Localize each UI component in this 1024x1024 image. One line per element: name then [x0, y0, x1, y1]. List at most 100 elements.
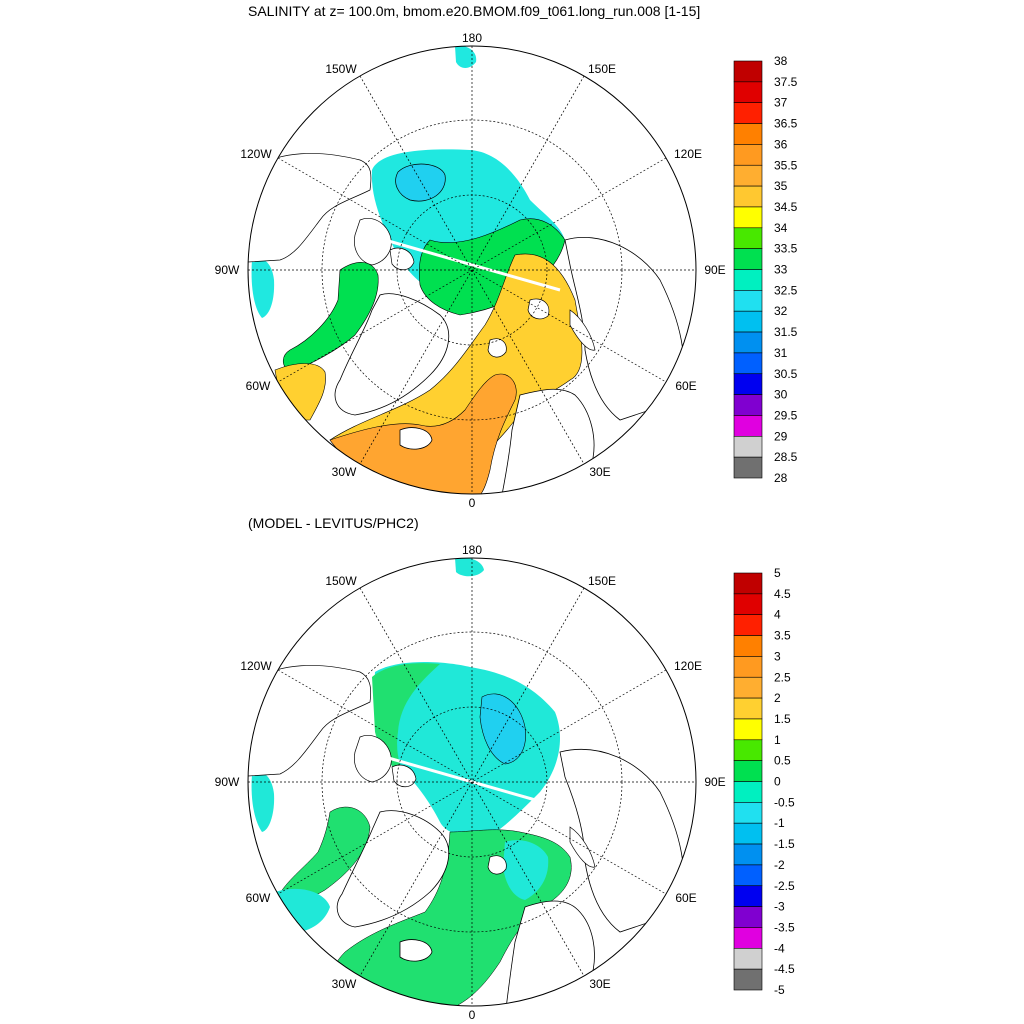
- longitude-label: 120W: [240, 659, 272, 673]
- colorbar-tick-label: 2.5: [774, 670, 791, 684]
- colorbar-swatch: [733, 906, 763, 928]
- colorbar-tick-label: 36: [774, 137, 788, 151]
- difference-map-panel: 180 150E 120E 90E 60E 30E 0 30W 60W 90W 120W 150W 5…: [215, 543, 795, 1022]
- longitude-label: 180: [462, 543, 482, 557]
- colorbar-swatch: [733, 843, 763, 866]
- colorbar-tick-label: -0.5: [774, 795, 795, 809]
- colorbar-swatch: [733, 331, 763, 354]
- colorbar-swatch: [733, 394, 763, 416]
- colorbar-swatch: [733, 164, 763, 187]
- longitude-label: 150W: [325, 62, 357, 76]
- colorbar-swatch: [733, 572, 763, 595]
- colorbar-tick-label: 35: [774, 179, 788, 193]
- colorbar-tick-label: -2: [774, 858, 785, 872]
- colorbar-swatch: [733, 310, 763, 333]
- colorbar-tick-label: 1: [774, 733, 781, 747]
- longitude-label: 30W: [332, 977, 357, 991]
- colorbar-tick-label: 4.5: [774, 587, 791, 601]
- graticule-bottom: [248, 558, 696, 1006]
- bering-fill: [455, 46, 477, 68]
- colorbar-tick-label: 35.5: [774, 158, 798, 172]
- colorbar-swatch: [733, 864, 763, 887]
- colorbar-swatch: [733, 415, 763, 437]
- colorbar-tick-label: -3: [774, 900, 785, 914]
- novaya-zemlya-island: [569, 309, 596, 351]
- colorbar-tick-label: 32.5: [774, 283, 798, 297]
- colorbar-swatch: [733, 760, 763, 782]
- iceland-landmass-diff: [399, 939, 433, 962]
- longitude-label: 150E: [588, 574, 616, 588]
- longitude-label: 30W: [332, 465, 357, 479]
- north-america-landmass: [248, 153, 372, 263]
- longitude-label: 120E: [674, 147, 702, 161]
- hudson-bay-fill-diff: [251, 772, 275, 832]
- colorbar-swatch: [733, 144, 763, 166]
- colorbar-tick-label: 0.5: [774, 754, 791, 768]
- colorbar-swatch: [733, 435, 763, 458]
- colorbar-swatch: [733, 885, 763, 907]
- colorbar-swatch: [733, 676, 763, 699]
- colorbar-tick-label: 3.5: [774, 629, 791, 643]
- colorbar-tick-label: 29.5: [774, 408, 798, 422]
- franz-josef-islands: [527, 298, 550, 320]
- longitude-label: 90W: [215, 263, 240, 277]
- colorbar-tick-label: -1.5: [774, 837, 795, 851]
- colorbar-swatch: [733, 269, 763, 291]
- longitude-label: 120W: [240, 147, 272, 161]
- longitude-label: 0: [469, 496, 476, 510]
- colorbar-tick-label: 28: [774, 471, 788, 485]
- top-panel-title: SALINITY at z= 100.0m, bmom.e20.BMOM.f09…: [248, 3, 701, 19]
- colorbar-swatch: [733, 593, 763, 615]
- greenland-landmass: [334, 293, 449, 416]
- colorbar-tick-label: -4.5: [774, 962, 795, 976]
- colorbar-swatch: [733, 656, 763, 678]
- colorbar-tick-label: 34: [774, 221, 788, 235]
- colorbar-tick-label: 37.5: [774, 75, 798, 89]
- colorbar-swatch: [733, 123, 763, 145]
- salinity-map-panel: 180 150E 120E 90E 60E 30E 0 30W 60W 90W 120W 150W 3…: [215, 31, 798, 510]
- lon-labels-top: 180 150E 120E 90E 60E 30E 0 30W 60W 90W 120W 150W: [215, 31, 726, 510]
- colorbar-swatch: [733, 697, 763, 720]
- longitude-label: 0: [469, 1008, 476, 1022]
- bottom-panel-title: (MODEL - LEVITUS/PHC2): [248, 515, 419, 531]
- polar-map-top: [247, 45, 697, 495]
- colorbar-tick-label: 28.5: [774, 450, 798, 464]
- colorbar-swatch: [733, 102, 763, 124]
- longitude-label: 30E: [589, 465, 610, 479]
- colorbar-tick-label: -2.5: [774, 879, 795, 893]
- colorbar-swatch: [733, 290, 763, 312]
- north-america-landmass-diff: [248, 665, 372, 777]
- colorbar-tick-label: 30: [774, 388, 788, 402]
- model-seam-line: [384, 238, 561, 292]
- colorbar-tick-label: 33: [774, 263, 788, 277]
- bering-fill-diff: [455, 558, 484, 577]
- longitude-label: 90W: [215, 775, 240, 789]
- colorbar-swatch: [733, 81, 763, 103]
- novaya-zemlya-island-diff: [569, 826, 596, 868]
- canadian-archipelago: [354, 218, 415, 271]
- colorbar-swatch: [733, 352, 763, 375]
- colorbar-swatch: [733, 822, 763, 845]
- longitude-label: 150E: [588, 62, 616, 76]
- colorbar-tick-label: 37: [774, 96, 788, 110]
- colorbar-swatch: [733, 614, 763, 636]
- colorbar-swatch: [733, 456, 763, 479]
- longitude-label: 60W: [246, 379, 271, 393]
- colorbar-tick-label: -1: [774, 816, 785, 830]
- colorbar-tick-label: 4: [774, 608, 781, 622]
- colorbar-tick-label: 30.5: [774, 367, 798, 381]
- longitude-label: 120E: [674, 659, 702, 673]
- colorbar-tick-label: -5: [774, 983, 785, 997]
- colorbar-tick-label: 31: [774, 346, 788, 360]
- longitude-label: 30E: [589, 977, 610, 991]
- colorbar-bottom: 5 4.5 4 3.5 3 2.5 2 1.5 1 0.5 0 -0.5 -1 -1.5 -2 -2.5 -3 -…: [733, 566, 795, 997]
- svalbard-islands: [487, 338, 507, 358]
- negative-pocket-fill: [479, 693, 526, 765]
- colorbar-tick-label: -3.5: [774, 920, 795, 934]
- colorbar-swatch: [733, 373, 763, 395]
- colorbar-tick-label: 32: [774, 304, 788, 318]
- colorbar-tick-label: 33.5: [774, 242, 798, 256]
- colorbar-tick-label: 29: [774, 429, 788, 443]
- colorbar-tick-label: 1.5: [774, 712, 791, 726]
- colorbar-swatch: [733, 781, 763, 803]
